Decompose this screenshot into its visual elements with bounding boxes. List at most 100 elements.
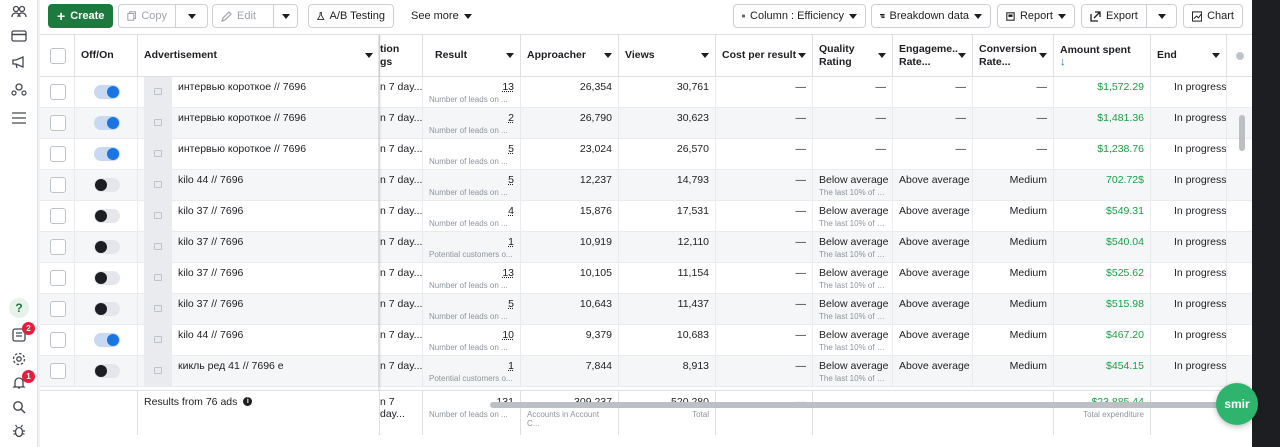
header-end[interactable]: End bbox=[1151, 35, 1227, 77]
edit-dropdown-button[interactable] bbox=[273, 4, 298, 28]
copy-dropdown-button[interactable] bbox=[175, 4, 208, 28]
table-cell-views: 8,913 bbox=[619, 356, 716, 387]
header-amount-spent[interactable]: Amount spent ↓ bbox=[1054, 35, 1151, 77]
megaphone-icon[interactable] bbox=[9, 52, 29, 72]
report-button[interactable]: Report bbox=[997, 4, 1075, 28]
cell-spent: $467.20 bbox=[1106, 329, 1144, 341]
ad-name[interactable]: интервью короткое // 7696 bbox=[178, 81, 307, 93]
bell-icon[interactable]: 1 bbox=[9, 370, 35, 393]
row-checkbox[interactable] bbox=[50, 332, 66, 348]
help-icon[interactable]: ? bbox=[9, 298, 29, 318]
ab-testing-button[interactable]: A/B Testing bbox=[308, 4, 394, 28]
row-checkbox[interactable] bbox=[50, 270, 66, 286]
row-checkbox[interactable] bbox=[50, 239, 66, 255]
export-button[interactable]: Export bbox=[1081, 4, 1147, 28]
smir-chat-button[interactable]: smir bbox=[1216, 383, 1258, 425]
vertical-scrollbar[interactable] bbox=[1239, 115, 1245, 151]
cell-views: 8,913 bbox=[682, 360, 709, 372]
header-cost-per-result[interactable]: Cost per result bbox=[716, 35, 813, 77]
ad-on-off-toggle[interactable] bbox=[94, 271, 120, 285]
search-icon[interactable] bbox=[9, 397, 29, 417]
copy-button[interactable]: Copy bbox=[118, 4, 176, 28]
header-conversion-rate[interactable]: Conversion Rate... bbox=[973, 35, 1054, 77]
cell-conversion: Medium bbox=[1009, 205, 1047, 217]
ad-on-off-toggle[interactable] bbox=[94, 240, 120, 254]
cell-quality: Below average bbox=[819, 329, 889, 341]
cell-result: 2 bbox=[508, 112, 514, 124]
row-checkbox[interactable] bbox=[50, 146, 66, 162]
header-approacher[interactable]: Approacher bbox=[521, 35, 619, 77]
ad-name[interactable]: kilo 37 // 7696 bbox=[178, 267, 244, 279]
header-views[interactable]: Views bbox=[619, 35, 716, 77]
ad-name[interactable]: интервью короткое // 7696 bbox=[178, 112, 307, 124]
ad-name[interactable]: kilo 44 // 7696 bbox=[178, 174, 244, 186]
table-cell-cost: — bbox=[716, 263, 813, 294]
header-attribution[interactable]: tion gs bbox=[380, 35, 423, 77]
chart-button[interactable]: Chart bbox=[1183, 4, 1243, 28]
info-icon[interactable]: i bbox=[243, 397, 253, 406]
settings-gear-icon[interactable] bbox=[9, 349, 29, 369]
ad-name[interactable]: kilo 37 // 7696 bbox=[178, 236, 244, 248]
header-result[interactable]: Result bbox=[423, 35, 521, 77]
ad-on-off-toggle[interactable] bbox=[94, 302, 120, 316]
cell-engagement: Above average bbox=[899, 329, 970, 341]
edit-button[interactable]: Edit bbox=[212, 4, 274, 28]
people-icon[interactable] bbox=[9, 2, 29, 22]
header-off-on[interactable]: Off/On bbox=[75, 35, 138, 77]
table-cell-check bbox=[40, 263, 75, 294]
ad-name[interactable]: кикль ред 41 // 7696 е bbox=[178, 360, 284, 372]
table-cell-cost: — bbox=[716, 294, 813, 325]
image-placeholder-icon bbox=[154, 150, 162, 157]
cell-quality: — bbox=[875, 143, 887, 155]
toggle-knob bbox=[95, 272, 107, 284]
header-quality-rating[interactable]: Quality Rating bbox=[813, 35, 893, 77]
ad-on-off-toggle[interactable] bbox=[94, 85, 120, 99]
row-checkbox[interactable] bbox=[50, 208, 66, 224]
cell-quality_sub: The last 10% of ads bbox=[819, 188, 886, 197]
cell-attribution: n 7 day... bbox=[380, 236, 423, 248]
audience-icon[interactable] bbox=[9, 80, 29, 100]
table-cell-views: 10,683 bbox=[619, 325, 716, 356]
see-more-button[interactable]: See more bbox=[402, 4, 472, 28]
cell-engagement: — bbox=[955, 112, 967, 124]
image-placeholder-icon bbox=[154, 181, 162, 188]
ad-name[interactable]: kilo 37 // 7696 bbox=[178, 298, 244, 310]
table-cell-result: 1 Potential customers o... bbox=[423, 356, 521, 387]
cell-cost: — bbox=[795, 298, 807, 310]
ad-name[interactable]: интервью короткое // 7696 bbox=[178, 143, 307, 155]
header-engagement-rate[interactable]: Engageme... Rate... bbox=[893, 35, 973, 77]
table-cell-name: kilo 37 // 7696 bbox=[138, 263, 380, 294]
ad-on-off-toggle[interactable] bbox=[94, 333, 120, 347]
table-cell-engagement: — bbox=[893, 139, 973, 170]
breakdown-button[interactable]: Breakdown data bbox=[871, 4, 991, 28]
row-checkbox[interactable] bbox=[50, 115, 66, 131]
notifications-list-icon[interactable]: 2 bbox=[9, 322, 35, 345]
select-all-header bbox=[40, 35, 75, 77]
cell-attribution: n 7 day... bbox=[380, 174, 423, 186]
row-checkbox[interactable] bbox=[50, 301, 66, 317]
table-cell-name: интервью короткое // 7696 bbox=[138, 77, 380, 108]
ad-on-off-toggle[interactable] bbox=[94, 147, 120, 161]
ad-name[interactable]: kilo 37 // 7696 bbox=[178, 205, 244, 217]
ad-on-off-toggle[interactable] bbox=[94, 209, 120, 223]
header-advertisement[interactable]: Advertisement bbox=[138, 35, 380, 77]
select-all-checkbox[interactable] bbox=[50, 48, 66, 64]
export-dropdown-button[interactable] bbox=[1146, 4, 1177, 28]
chart-icon bbox=[1192, 10, 1203, 22]
ad-on-off-toggle[interactable] bbox=[94, 364, 120, 378]
horizontal-scrollbar[interactable] bbox=[490, 402, 1246, 408]
table-cell-name: kilo 44 // 7696 bbox=[138, 325, 380, 356]
bug-report-icon[interactable] bbox=[9, 421, 29, 441]
billing-card-icon[interactable] bbox=[9, 26, 29, 46]
row-checkbox[interactable] bbox=[50, 84, 66, 100]
ad-name[interactable]: kilo 44 // 7696 bbox=[178, 329, 244, 341]
column-settings-header[interactable] bbox=[1227, 35, 1252, 77]
columns-button[interactable]: Column : Efficiency bbox=[733, 4, 866, 28]
table-cell-name: интервью короткое // 7696 bbox=[138, 108, 380, 139]
row-checkbox[interactable] bbox=[50, 363, 66, 379]
menu-icon[interactable] bbox=[9, 108, 29, 128]
row-checkbox[interactable] bbox=[50, 177, 66, 193]
ad-on-off-toggle[interactable] bbox=[94, 116, 120, 130]
ad-on-off-toggle[interactable] bbox=[94, 178, 120, 192]
create-button[interactable]: + Create bbox=[48, 4, 113, 28]
